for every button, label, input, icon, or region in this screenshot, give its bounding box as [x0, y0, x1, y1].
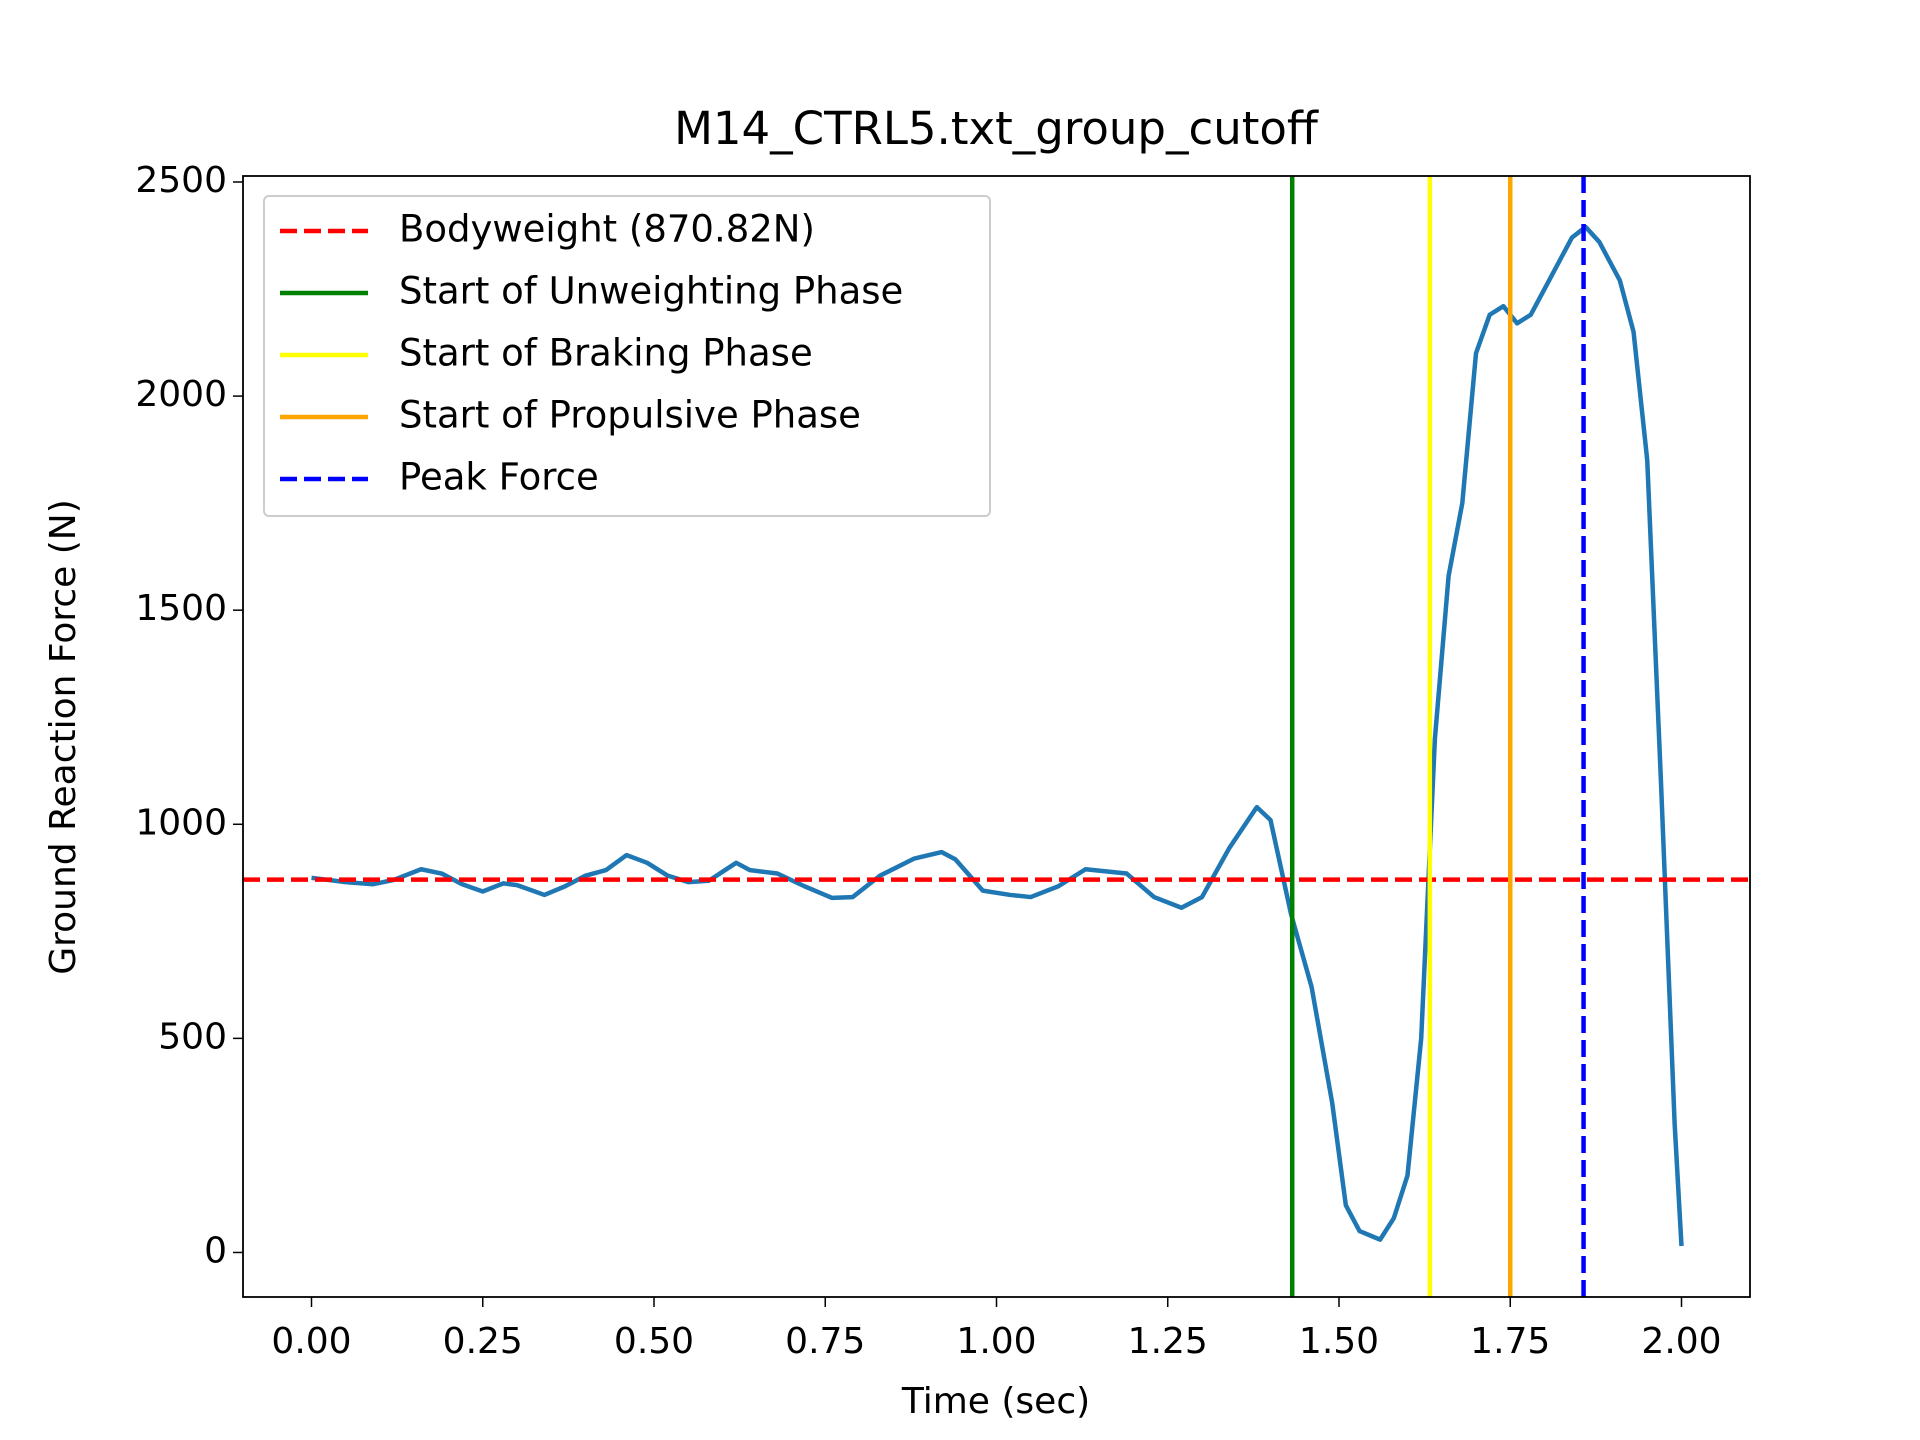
x-tick-label: 0.25	[443, 1321, 523, 1362]
x-tick-label: 2.00	[1641, 1321, 1721, 1362]
x-tick-label: 1.75	[1470, 1321, 1550, 1362]
x-tick-label: 0.00	[271, 1321, 351, 1362]
legend-label: Start of Braking Phase	[399, 332, 813, 375]
x-tick-label: 1.50	[1299, 1321, 1379, 1362]
y-axis-label: Ground Reaction Force (N)	[43, 499, 84, 975]
y-tick-label: 500	[158, 1016, 227, 1057]
x-tick-label: 0.50	[614, 1321, 694, 1362]
legend-label: Peak Force	[399, 456, 599, 499]
x-tick-label: 0.75	[785, 1321, 865, 1362]
legend-label: Start of Propulsive Phase	[399, 394, 861, 437]
chart-title: M14_CTRL5.txt_group_cutoff	[674, 102, 1319, 155]
legend-label: Bodyweight (870.82N)	[399, 208, 815, 251]
y-tick-label: 0	[204, 1230, 227, 1271]
x-tick-label: 1.00	[956, 1321, 1036, 1362]
y-tick-label: 1500	[135, 588, 227, 629]
y-tick-label: 2500	[135, 160, 227, 201]
x-axis-label: Time (sec)	[901, 1381, 1090, 1422]
y-tick-label: 2000	[135, 374, 227, 415]
plot-frame	[242, 175, 1751, 1298]
data-line	[311, 224, 1684, 1247]
x-tick-label: 1.25	[1128, 1321, 1208, 1362]
legend-label: Start of Unweighting Phase	[399, 270, 903, 313]
y-tick-label: 1000	[135, 802, 227, 843]
legend-box	[263, 195, 991, 517]
